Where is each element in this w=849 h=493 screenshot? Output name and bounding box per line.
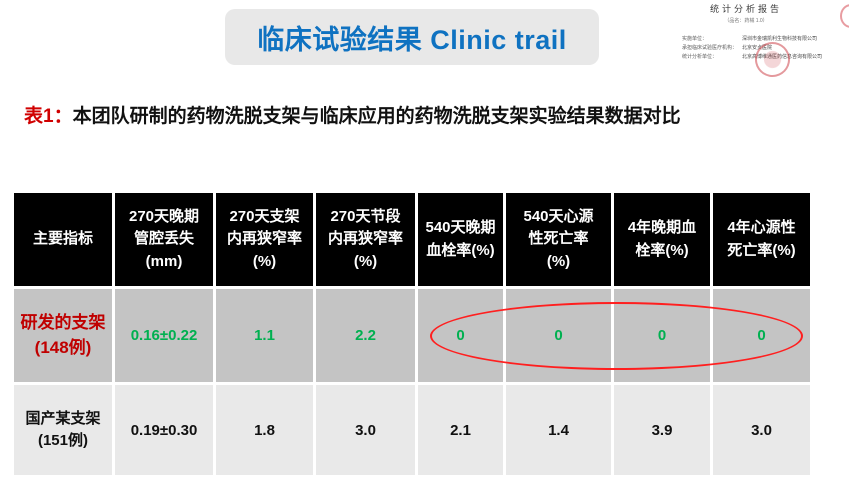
table-caption: 表1：本团队研制的药物洗脱支架与临床应用的药物洗脱支架实验结果数据对比 [24,101,681,128]
table-cell: 0 [614,289,710,382]
table-cell: 2.1 [418,385,503,475]
row-label: 研发的支架 (148例) [14,289,112,382]
slide-title: 临床试验结果 Clinic trail [257,24,567,55]
table-cell: 3.0 [316,385,415,475]
report-lines: 实施单位： 深圳市金瑞凯利生物科技有限公司 承担临床试验医疗机构： 北京安贞医院… [668,35,838,62]
table-cell: 3.0 [713,385,810,475]
report-line-value: 北京安贞医院 [742,45,773,51]
table-cell: 0.16±0.22 [115,289,213,382]
table-cell: 1.4 [506,385,611,475]
report-line-value: 深圳市金瑞凯利生物科技有限公司 [742,36,818,42]
table-cell: 0 [713,289,810,382]
table-cell: 2.2 [316,289,415,382]
corner-seal-icon [840,4,849,28]
table-cell: 1.8 [216,385,313,475]
table-header-cell: 4年心源性 死亡率(%) [713,193,810,286]
table-header-cell: 主要指标 [14,193,112,286]
table-header-cell: 270天晚期 管腔丢失 (mm) [115,193,213,286]
report-line-label: 实施单位： [682,36,708,42]
report-subtitle: （品名：药械 1.0） [724,18,768,24]
table-header-cell: 270天支架 内再狭窄率 (%) [216,193,313,286]
table-header-cell: 270天节段 内再狭窄率 (%) [316,193,415,286]
report-line-label: 统计分析单位： [682,54,718,60]
results-table: 主要指标 270天晚期 管腔丢失 (mm) 270天支架 内再狭窄率 (%) 2… [14,193,810,475]
table-header-cell: 540天心源 性死亡率 (%) [506,193,611,286]
report-title: 统计分析报告 [709,4,782,14]
report-line: 实施单位： 深圳市金瑞凯利生物科技有限公司 [682,35,838,44]
table-cell: 0 [506,289,611,382]
report-line-label: 承担临床试验医疗机构： [682,45,738,51]
table-header-cell: 540天晚期 血栓率(%) [418,193,503,286]
slide-title-box: 临床试验结果 Clinic trail [225,9,599,65]
row-label: 国产某支架 (151例) [14,385,112,475]
table-cell: 0.19±0.30 [115,385,213,475]
table-cell: 3.9 [614,385,710,475]
caption-label: 表1： [24,106,73,127]
report-line: 承担临床试验医疗机构： 北京安贞医院 [682,44,838,53]
report-thumbnail: 统计分析报告 （品名：药械 1.0） 实施单位： 深圳市金瑞凯利生物科技有限公司… [668,2,838,98]
caption-text: 本团队研制的药物洗脱支架与临床应用的药物洗脱支架实验结果数据对比 [72,106,681,127]
report-line: 统计分析单位： 北京高博维通医药信息咨询有限公司 [682,53,838,62]
table-cell: 1.1 [216,289,313,382]
table-header-cell: 4年晚期血 栓率(%) [614,193,710,286]
table-cell: 0 [418,289,503,382]
report-line-value: 北京高博维通医药信息咨询有限公司 [742,53,822,62]
